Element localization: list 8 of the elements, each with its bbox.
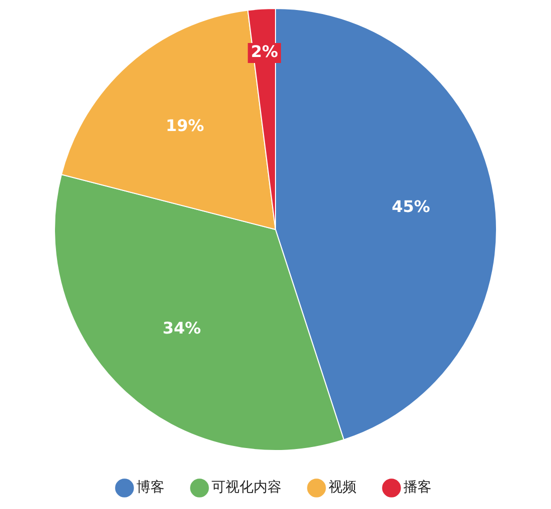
data-label: 2% [250, 42, 278, 62]
legend-label: 可视化内容 [212, 480, 282, 496]
data-label: 34% [162, 318, 201, 338]
data-label: 19% [166, 116, 204, 135]
data-label: 45% [392, 197, 430, 216]
legend-label: 视频 [328, 480, 356, 496]
legend-label: 播客 [404, 480, 432, 496]
legend-label: 博客 [136, 480, 164, 496]
